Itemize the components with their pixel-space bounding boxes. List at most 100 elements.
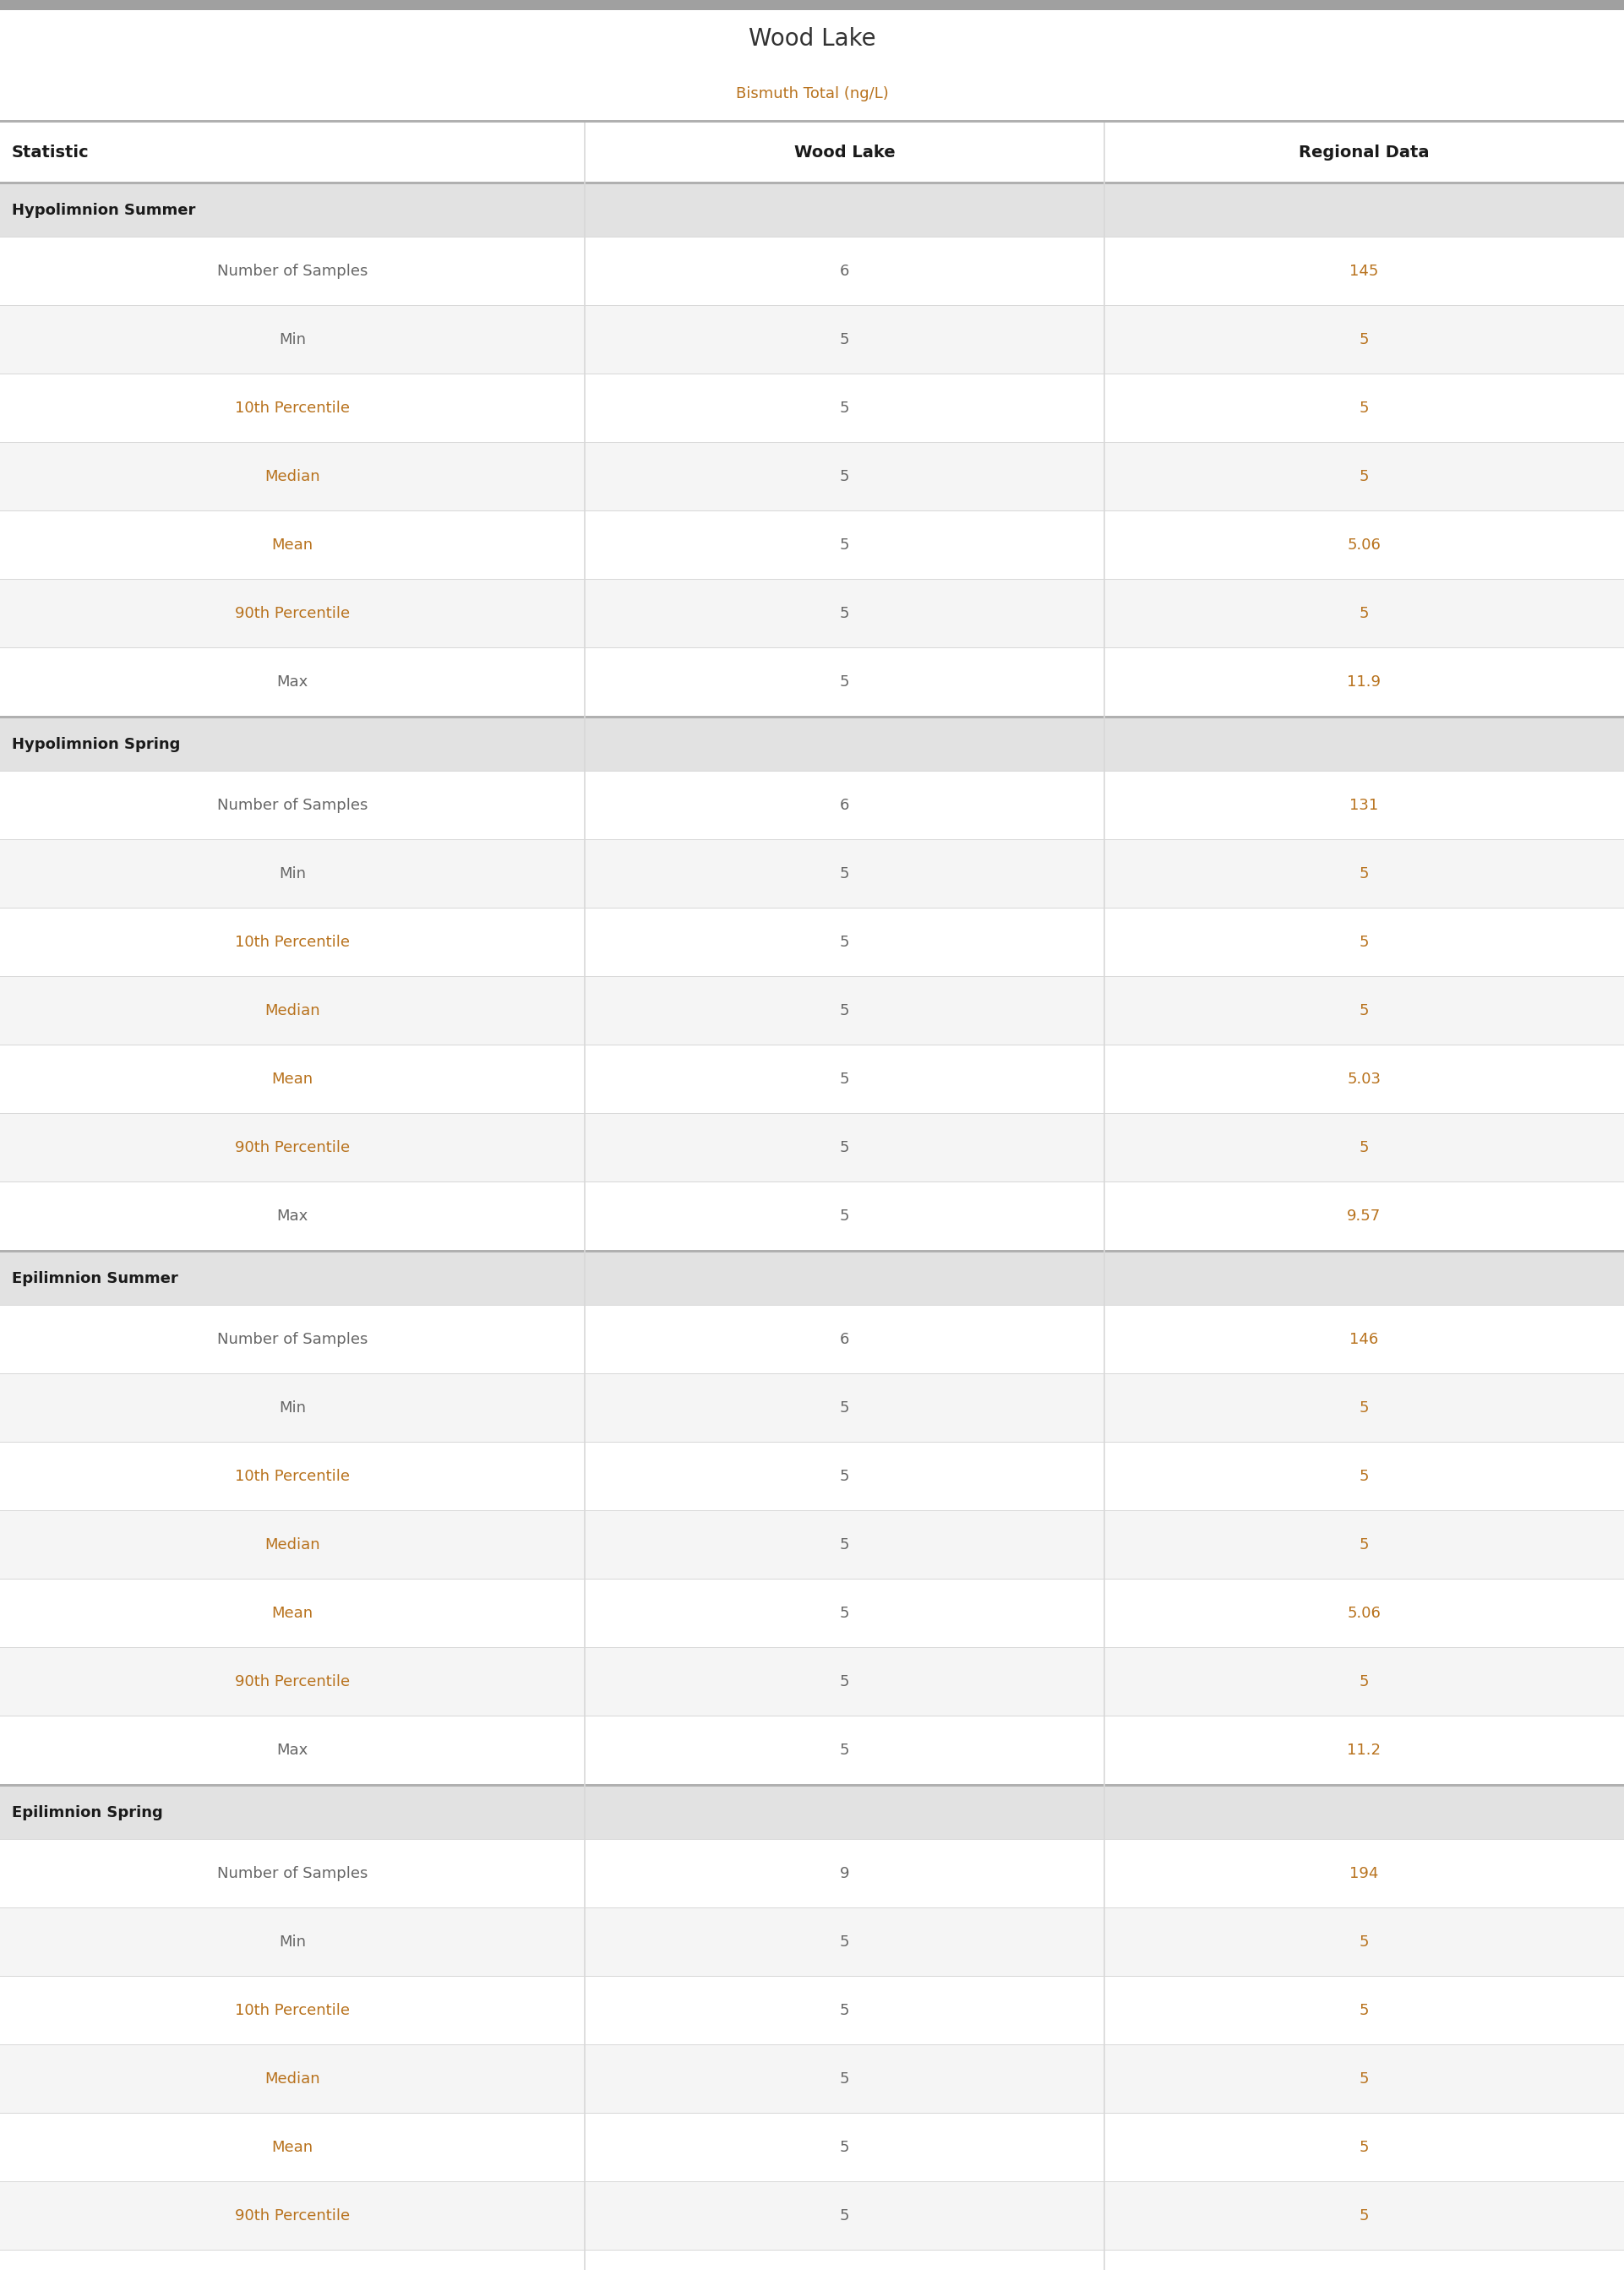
Text: 11.9: 11.9 [1348, 674, 1380, 690]
Text: 5: 5 [840, 2002, 849, 2018]
Text: Median: Median [265, 2073, 320, 2086]
Bar [0, 238, 1624, 304]
Text: 5: 5 [840, 935, 849, 949]
Text: 5: 5 [1359, 400, 1369, 415]
Text: Hypolimnion Summer: Hypolimnion Summer [11, 202, 195, 218]
Bar [0, 123, 1624, 182]
Text: 90th Percentile: 90th Percentile [235, 606, 349, 622]
Text: 145: 145 [1350, 263, 1379, 279]
Bar [0, 182, 1624, 184]
Text: 90th Percentile: 90th Percentile [235, 1675, 349, 1689]
Text: 10th Percentile: 10th Percentile [235, 935, 349, 949]
Text: 5.06: 5.06 [1348, 1605, 1380, 1621]
Text: 5: 5 [1359, 867, 1369, 881]
Bar [0, 840, 1624, 908]
Text: 5: 5 [840, 1743, 849, 1757]
Text: 5: 5 [1359, 1140, 1369, 1155]
Bar [0, 1253, 1624, 1305]
Text: Number of Samples: Number of Samples [218, 797, 367, 813]
Bar [0, 1716, 1624, 1784]
Text: 5: 5 [1359, 1537, 1369, 1553]
Text: 131: 131 [1350, 797, 1379, 813]
Text: Hypolimnion Spring: Hypolimnion Spring [11, 738, 180, 751]
Text: 5: 5 [840, 2073, 849, 2086]
Text: Bismuth Total (ng/L): Bismuth Total (ng/L) [736, 86, 888, 102]
Text: Median: Median [265, 1537, 320, 1553]
Text: 10th Percentile: 10th Percentile [235, 2002, 349, 2018]
Text: 5: 5 [840, 331, 849, 347]
Text: 5: 5 [840, 1675, 849, 1689]
Text: 6: 6 [840, 797, 849, 813]
Bar [0, 717, 1624, 772]
Text: Mean: Mean [271, 2141, 313, 2154]
Bar [0, 0, 1624, 9]
Text: 6: 6 [840, 263, 849, 279]
Text: 5: 5 [840, 867, 849, 881]
Text: Number of Samples: Number of Samples [218, 1332, 367, 1346]
Text: Statistic: Statistic [11, 143, 89, 161]
Text: Min: Min [279, 331, 305, 347]
Bar [0, 511, 1624, 579]
Text: Mean: Mean [271, 1605, 313, 1621]
Bar [0, 9, 1624, 120]
Bar [0, 976, 1624, 1044]
Text: 6: 6 [840, 1332, 849, 1346]
Text: 90th Percentile: 90th Percentile [235, 2209, 349, 2225]
Text: 5.03: 5.03 [1348, 1071, 1380, 1087]
Bar [0, 120, 1624, 123]
Bar [0, 1784, 1624, 1786]
Text: 5: 5 [840, 1071, 849, 1087]
Bar [0, 1444, 1624, 1510]
Text: 5: 5 [1359, 1934, 1369, 1950]
Text: 5: 5 [840, 470, 849, 484]
Text: 5: 5 [1359, 1401, 1369, 1416]
Bar [0, 579, 1624, 647]
Text: 5: 5 [840, 1401, 849, 1416]
Text: 5: 5 [840, 606, 849, 622]
Bar [0, 649, 1624, 715]
Text: 5: 5 [1359, 1003, 1369, 1019]
Text: Wood Lake: Wood Lake [749, 27, 875, 50]
Text: 11.2: 11.2 [1348, 1743, 1380, 1757]
Text: Min: Min [279, 1934, 305, 1950]
Bar [0, 2113, 1624, 2181]
Text: 5: 5 [1359, 2141, 1369, 2154]
Bar [0, 2181, 1624, 2250]
Bar [0, 443, 1624, 511]
Bar [0, 2045, 1624, 2113]
Text: 5: 5 [1359, 2209, 1369, 2225]
Text: 5: 5 [1359, 1469, 1369, 1485]
Bar [0, 1580, 1624, 1648]
Bar [0, 1183, 1624, 1251]
Bar [0, 715, 1624, 717]
Text: 5: 5 [840, 2141, 849, 2154]
Text: 194: 194 [1350, 1866, 1379, 1882]
Bar [0, 1115, 1624, 1180]
Bar [0, 1909, 1624, 1975]
Text: Max: Max [276, 1743, 309, 1757]
Text: Epilimnion Spring: Epilimnion Spring [11, 1805, 162, 1821]
Bar [0, 1977, 1624, 2045]
Text: Number of Samples: Number of Samples [218, 1866, 367, 1882]
Text: Max: Max [276, 1208, 309, 1224]
Text: Min: Min [279, 1401, 305, 1416]
Text: 5: 5 [1359, 470, 1369, 484]
Bar [0, 1305, 1624, 1373]
Text: 9.57: 9.57 [1348, 1208, 1380, 1224]
Text: 5: 5 [840, 1469, 849, 1485]
Text: 5: 5 [1359, 2002, 1369, 2018]
Bar [0, 1512, 1624, 1578]
Text: Max: Max [276, 674, 309, 690]
Text: 10th Percentile: 10th Percentile [235, 400, 349, 415]
Text: Min: Min [279, 867, 305, 881]
Bar [0, 1373, 1624, 1441]
Text: 5: 5 [840, 2209, 849, 2225]
Text: 5: 5 [840, 1208, 849, 1224]
Text: 146: 146 [1350, 1332, 1379, 1346]
Text: 5: 5 [840, 674, 849, 690]
Bar [0, 375, 1624, 443]
Text: 5.06: 5.06 [1348, 538, 1380, 552]
Text: 5: 5 [1359, 331, 1369, 347]
Bar [0, 1786, 1624, 1839]
Bar [0, 2250, 1624, 2270]
